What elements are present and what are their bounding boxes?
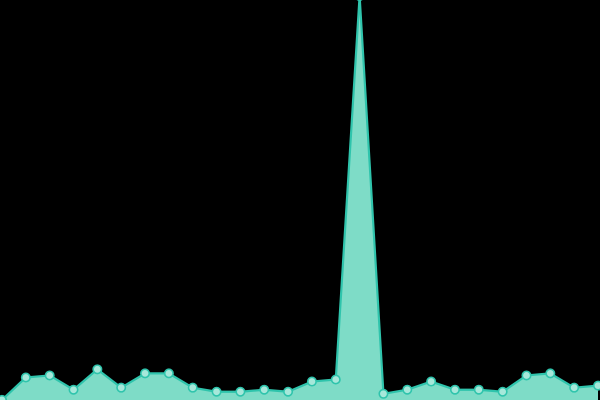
data-point bbox=[163, 368, 174, 379]
data-point bbox=[569, 382, 580, 393]
data-point bbox=[306, 376, 317, 387]
data-point bbox=[187, 382, 198, 393]
data-point bbox=[68, 384, 79, 395]
data-point bbox=[283, 386, 294, 397]
data-point bbox=[211, 386, 222, 397]
data-point bbox=[402, 384, 413, 395]
data-point bbox=[378, 388, 389, 399]
data-point bbox=[449, 384, 460, 395]
data-point bbox=[44, 370, 55, 381]
data-point bbox=[593, 380, 600, 391]
data-point bbox=[497, 386, 508, 397]
data-point bbox=[92, 364, 103, 375]
data-point bbox=[0, 394, 7, 400]
data-point bbox=[20, 372, 31, 383]
data-point bbox=[235, 386, 246, 397]
data-point bbox=[521, 370, 532, 381]
data-point bbox=[140, 368, 151, 379]
data-point bbox=[116, 382, 127, 393]
data-point bbox=[259, 384, 270, 395]
data-point bbox=[473, 384, 484, 395]
data-point bbox=[545, 368, 556, 379]
data-point bbox=[426, 376, 437, 387]
data-point bbox=[330, 374, 341, 385]
